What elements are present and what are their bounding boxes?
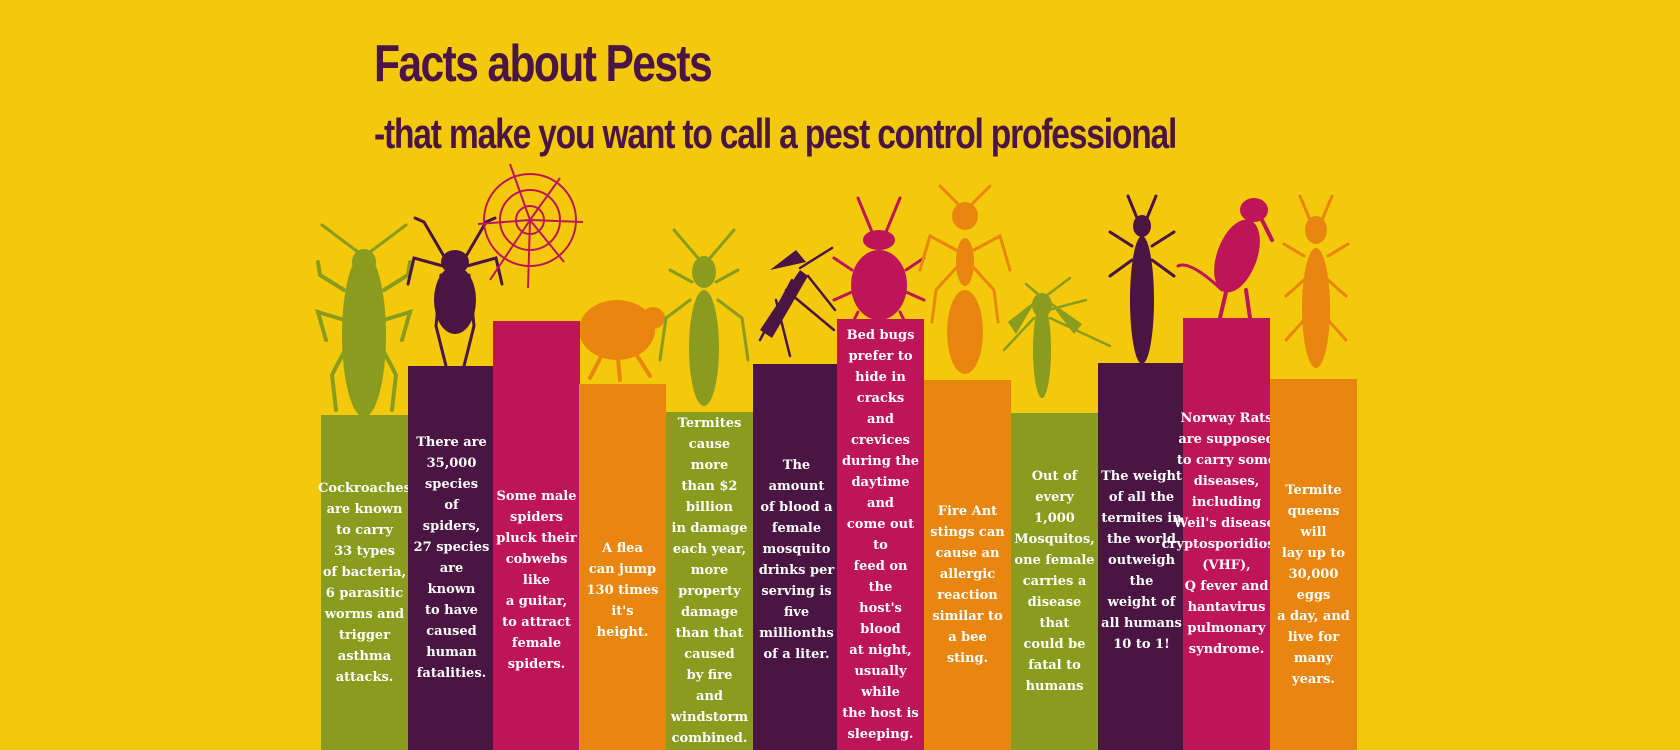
fire-ant-icon	[918, 184, 1012, 374]
spider-icon	[406, 216, 504, 368]
fact-text: The weight of all the termites in the wo…	[1101, 468, 1182, 652]
bed-bug-icon	[832, 196, 926, 334]
fact-column-termite-queen: Termite queens will lay up to 30,000 egg…	[1270, 379, 1357, 750]
fact-text: Termite queens will lay up to 30,000 egg…	[1277, 483, 1350, 687]
fact-column-bed-bug: Bed bugs prefer to hide in cracks and cr…	[837, 319, 924, 750]
spider-web-icon	[477, 163, 584, 289]
fact-text: Termites cause more than $2 billion in d…	[670, 416, 749, 746]
fact-text: There are 35,000 species of spiders, 27 …	[413, 435, 490, 681]
fact-text: Bed bugs prefer to hide in cracks and cr…	[841, 327, 920, 742]
page-title: Facts about Pests	[374, 35, 713, 93]
fact-column-cockroach: Cockroaches are known to carry 33 types …	[318, 415, 411, 750]
fact-text: The amount of blood a female mosquito dr…	[758, 458, 835, 662]
fact-text: Out of every 1,000 Mosquitos, one female…	[1014, 469, 1095, 694]
fact-text: Some male spiders pluck their cobwebs li…	[496, 488, 577, 672]
fact-text: A flea can jump 130 times it's height.	[586, 540, 659, 640]
termite-icon	[1108, 194, 1176, 364]
fact-column-termite: Termites cause more than $2 billion in d…	[666, 412, 753, 750]
fact-column-spider-web: Some male spiders pluck their cobwebs li…	[493, 321, 580, 750]
mosquito-icon	[758, 246, 837, 358]
rat-icon	[1176, 198, 1274, 320]
fact-text: Cockroaches are known to carry 33 types …	[318, 480, 411, 685]
flea-icon	[579, 300, 665, 382]
termite-queen-icon	[1282, 194, 1350, 368]
cockroach-icon	[315, 223, 413, 417]
fact-column-mosquito: The amount of blood a female mosquito dr…	[753, 364, 840, 750]
fact-column-rat: Norway Rats are supposed to carry some d…	[1161, 318, 1292, 750]
page-subtitle: -that make you want to call a pest contr…	[374, 110, 1177, 157]
fact-column-termite-2: The weight of all the termites in the wo…	[1098, 363, 1185, 750]
fact-column-flea: A flea can jump 130 times it's height.	[579, 384, 666, 750]
fact-column-fire-ant: Fire Ant stings can cause an allergic re…	[924, 380, 1011, 750]
fact-column-mosquito-2: Out of every 1,000 Mosquitos, one female…	[1011, 413, 1098, 750]
fact-text: Norway Rats are supposed to carry some d…	[1161, 411, 1292, 657]
fact-column-spider: There are 35,000 species of spiders, 27 …	[408, 366, 495, 750]
fact-text: Fire Ant stings can cause an allergic re…	[930, 504, 1005, 666]
termite-icon	[658, 228, 750, 406]
mosquito-icon	[1002, 276, 1112, 398]
